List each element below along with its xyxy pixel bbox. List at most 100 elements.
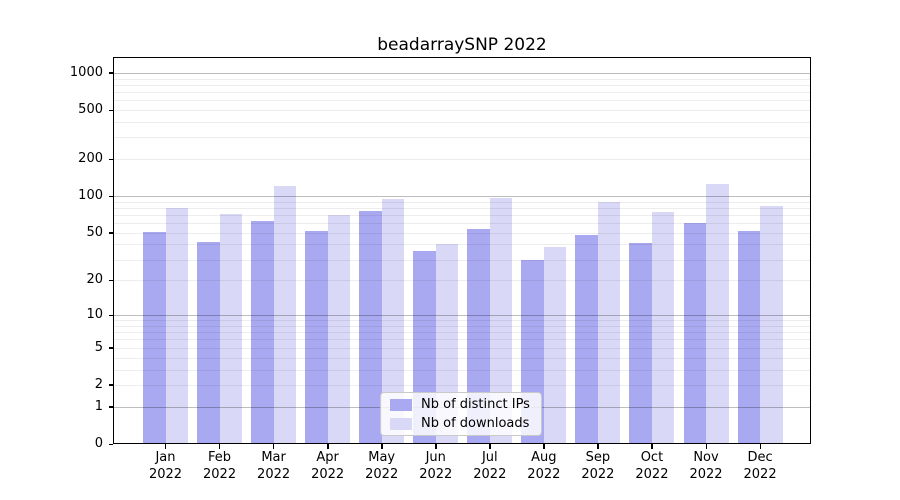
minor-gridline	[113, 259, 811, 261]
major-gridline	[113, 315, 811, 317]
bar-distinct-ips-nov	[683, 223, 706, 444]
y-tick-label: 5	[94, 339, 103, 355]
y-tick-mark	[108, 347, 113, 349]
x-tick-label: Oct 2022	[635, 450, 669, 482]
chart-title: beadarraySNP 2022	[377, 35, 547, 55]
x-tick-mark	[651, 444, 653, 449]
minor-gridline	[113, 332, 811, 334]
bar-downloads-feb	[219, 213, 243, 444]
minor-gridline	[113, 347, 811, 349]
x-tick-mark	[597, 444, 599, 449]
x-tick-mark	[435, 444, 437, 449]
legend-item-downloads: Nb of downloads	[390, 416, 532, 431]
x-tick-label: Sep 2022	[581, 450, 615, 482]
y-tick-mark	[108, 195, 113, 197]
bar-downloads-jul	[489, 198, 513, 444]
bar-downloads-nov	[706, 184, 729, 444]
y-tick-label: 0	[94, 436, 103, 451]
legend-label-distinct-ips: Nb of distinct IPs	[421, 397, 530, 412]
x-tick-mark	[381, 444, 383, 449]
minor-gridline	[113, 384, 811, 386]
bar-distinct-ips-jan	[143, 231, 166, 444]
bar-downloads-aug	[543, 247, 567, 444]
minor-gridline	[113, 320, 811, 322]
x-tick-label: Feb 2022	[203, 450, 237, 482]
x-tick-mark	[273, 444, 275, 449]
bar-downloads-sep	[597, 201, 621, 444]
bar-downloads-may	[381, 198, 405, 444]
minor-gridline	[113, 357, 811, 359]
legend-item-distinct-ips: Nb of distinct IPs	[390, 397, 532, 412]
y-tick-mark	[108, 158, 113, 160]
major-gridline	[113, 196, 811, 198]
y-tick-mark	[108, 443, 113, 445]
minor-gridline	[113, 110, 811, 112]
minor-gridline	[113, 232, 811, 234]
x-tick-mark	[327, 444, 329, 449]
minor-gridline	[113, 207, 811, 209]
legend: Nb of distinct IPs Nb of downloads	[380, 392, 542, 436]
y-tick-mark	[108, 314, 113, 317]
minor-gridline	[113, 223, 811, 225]
minor-gridline	[113, 84, 811, 86]
x-tick-label: Mar 2022	[257, 450, 291, 482]
minor-gridline	[113, 78, 811, 80]
x-tick-label: Jul 2022	[473, 450, 507, 482]
major-gridline	[113, 72, 811, 74]
bar-distinct-ips-feb	[197, 241, 220, 444]
bar-downloads-mar	[273, 186, 297, 444]
bar-downloads-jan	[165, 207, 188, 444]
y-tick-mark	[108, 406, 113, 408]
minor-gridline	[113, 214, 811, 216]
x-tick-label: May 2022	[365, 450, 399, 482]
bar-distinct-ips-jul	[467, 228, 490, 444]
y-tick-label: 1000	[69, 64, 103, 80]
y-tick-label: 2	[94, 376, 103, 392]
bar-downloads-dec	[760, 205, 783, 444]
bar-distinct-ips-mar	[251, 220, 274, 444]
minor-gridline	[113, 137, 811, 139]
y-tick-label: 1	[94, 398, 103, 414]
minor-gridline	[113, 339, 811, 341]
bar-distinct-ips-may	[359, 210, 382, 444]
x-tick-label: Nov 2022	[689, 450, 723, 482]
x-tick-mark	[543, 444, 545, 449]
y-tick-label: 20	[86, 272, 103, 288]
x-tick-label: Aug 2022	[527, 450, 561, 482]
x-tick-label: Apr 2022	[311, 450, 345, 482]
x-tick-mark	[219, 444, 221, 449]
bar-distinct-ips-oct	[629, 243, 652, 444]
minor-gridline	[113, 159, 811, 161]
x-tick-mark	[489, 444, 491, 449]
y-tick-label: 100	[78, 188, 103, 204]
minor-gridline	[113, 369, 811, 371]
minor-gridline	[113, 325, 811, 327]
minor-gridline	[113, 121, 811, 123]
x-tick-mark	[705, 444, 707, 449]
x-tick-label: Dec 2022	[743, 450, 777, 482]
y-tick-label: 10	[86, 307, 103, 323]
y-tick-mark	[108, 384, 113, 386]
bar-downloads-apr	[327, 214, 351, 444]
y-tick-mark	[108, 279, 113, 282]
y-tick-mark	[108, 109, 113, 111]
y-tick-mark	[108, 232, 113, 234]
y-tick-label: 200	[78, 151, 103, 167]
x-tick-mark	[759, 444, 761, 449]
legend-swatch-distinct-ips-icon	[390, 398, 412, 411]
x-tick-label: Jan 2022	[148, 450, 183, 482]
y-tick-mark	[108, 72, 113, 74]
bar-distinct-ips-apr	[305, 230, 328, 444]
legend-label-downloads: Nb of downloads	[421, 416, 530, 431]
minor-gridline	[113, 201, 811, 203]
minor-gridline	[113, 100, 811, 102]
bar-downloads-oct	[651, 212, 675, 444]
y-tick-label: 500	[78, 102, 103, 118]
x-tick-mark	[165, 444, 167, 449]
bar-distinct-ips-dec	[737, 230, 761, 444]
x-tick-label: Jun 2022	[419, 450, 453, 482]
minor-gridline	[113, 244, 811, 246]
legend-swatch-downloads-icon	[390, 417, 412, 430]
minor-gridline	[113, 280, 811, 282]
